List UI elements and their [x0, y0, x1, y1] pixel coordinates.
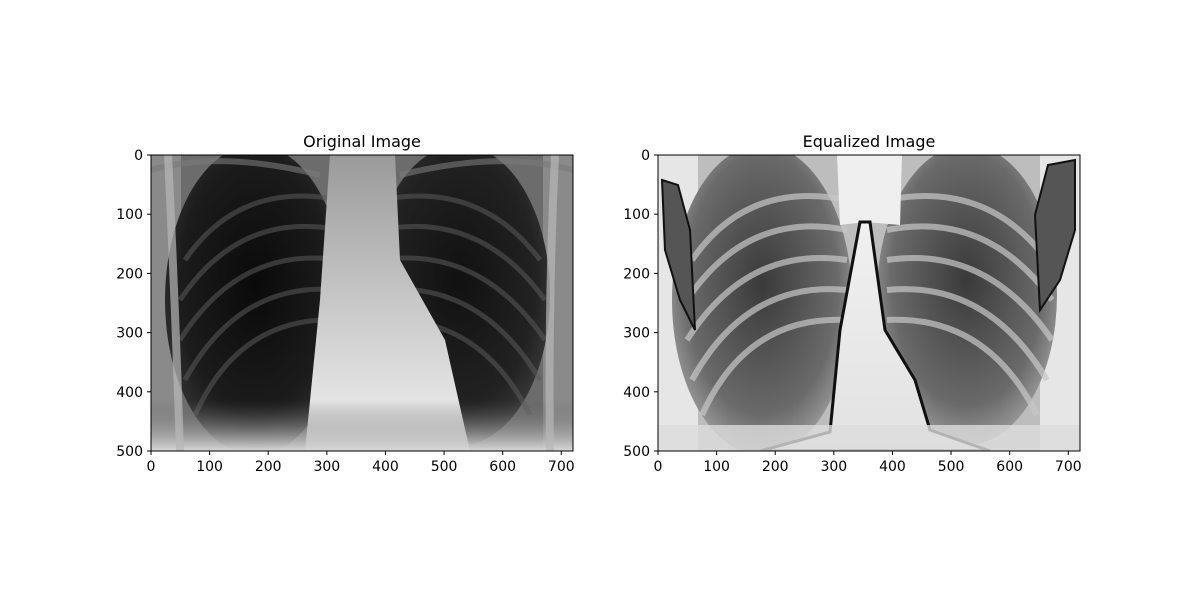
x-tick-label: 100 [703, 459, 730, 475]
y-tick-label: 500 [116, 444, 143, 460]
x-tick-label: 600 [489, 459, 516, 475]
x-axis-original: 0 100 200 300 400 500 600 700 [147, 451, 575, 475]
title-equalized: Equalized Image [803, 132, 936, 151]
y-tick-label: 100 [623, 207, 650, 223]
x-tick-label: 700 [548, 459, 575, 475]
x-tick-label: 0 [147, 459, 156, 475]
y-axis-original: 0 100 200 300 400 500 [116, 148, 151, 460]
x-tick-label: 700 [1055, 459, 1082, 475]
x-tick-label: 500 [431, 459, 458, 475]
y-tick-label: 500 [623, 444, 650, 460]
x-tick-label: 100 [196, 459, 223, 475]
y-axis-equalized: 0 100 200 300 400 500 [623, 148, 658, 460]
x-tick-label: 600 [996, 459, 1023, 475]
axes-original: Original Image [116, 132, 574, 475]
y-tick-label: 300 [623, 326, 650, 342]
title-original: Original Image [303, 132, 421, 151]
x-tick-label: 0 [654, 459, 663, 475]
y-tick-label: 400 [623, 385, 650, 401]
frame-original [150, 154, 574, 452]
frame-equalized [657, 154, 1081, 452]
y-tick-label: 0 [641, 148, 650, 164]
y-tick-label: 400 [116, 385, 143, 401]
x-tick-label: 300 [313, 459, 340, 475]
x-tick-label: 200 [762, 459, 789, 475]
axes-equalized: Equalized Image [623, 132, 1081, 475]
y-tick-label: 300 [116, 326, 143, 342]
image-original [151, 155, 573, 451]
x-tick-label: 200 [255, 459, 282, 475]
x-tick-label: 400 [879, 459, 906, 475]
y-tick-label: 200 [116, 266, 143, 282]
y-tick-label: 100 [116, 207, 143, 223]
x-tick-label: 300 [820, 459, 847, 475]
x-tick-label: 500 [938, 459, 965, 475]
x-tick-label: 400 [372, 459, 399, 475]
y-tick-label: 200 [623, 266, 650, 282]
image-equalized [658, 155, 1080, 451]
x-axis-equalized: 0 100 200 300 400 500 600 700 [654, 451, 1082, 475]
y-tick-label: 0 [134, 148, 143, 164]
